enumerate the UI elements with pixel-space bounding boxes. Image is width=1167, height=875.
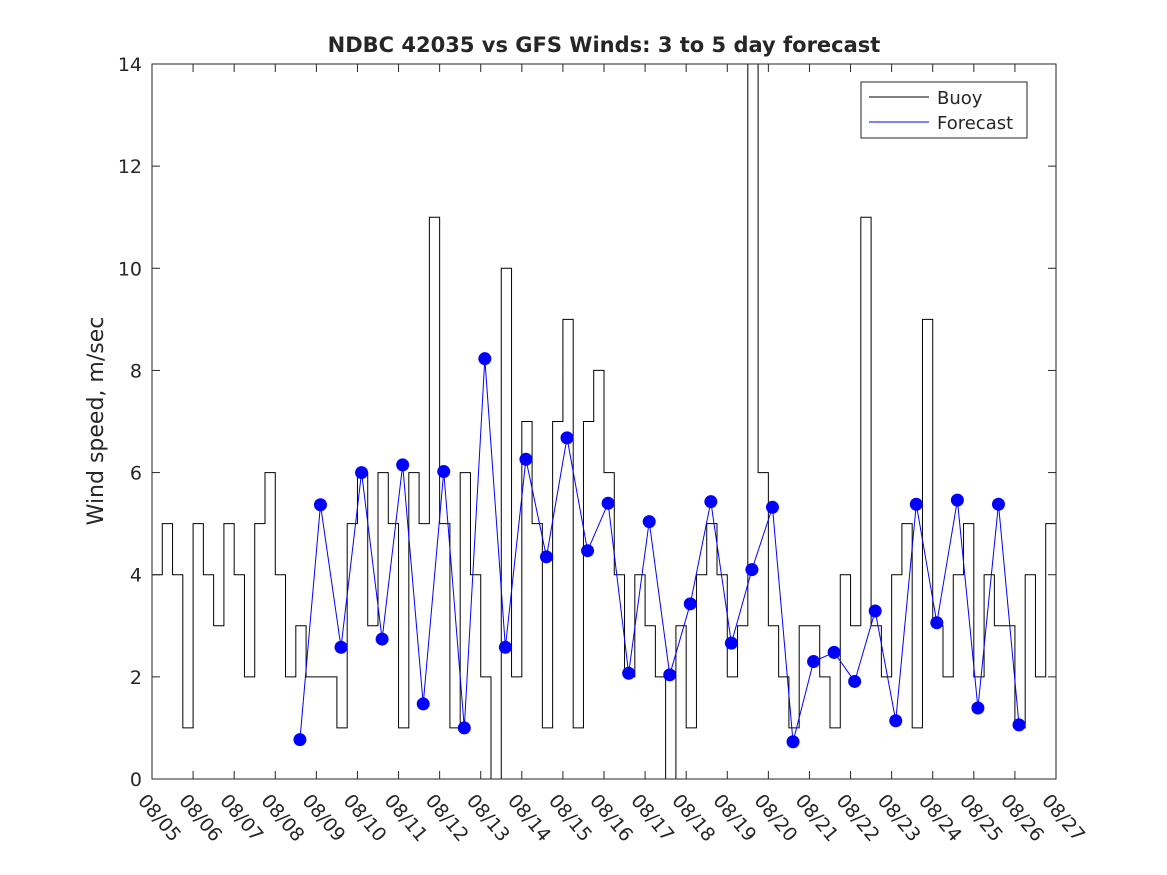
x-tick-label: 08/27 [1037, 790, 1089, 846]
x-tick-label: 08/11 [380, 790, 432, 846]
forecast-point [683, 597, 697, 611]
y-tick-label: 8 [130, 360, 142, 382]
forecast-point [930, 616, 944, 630]
x-tick-label: 08/23 [873, 790, 925, 846]
x-tick-label: 08/25 [955, 790, 1007, 846]
y-tick-label: 12 [118, 156, 142, 178]
buoy-series [152, 63, 1056, 780]
forecast-point [848, 674, 862, 688]
x-tick-label: 08/12 [421, 790, 473, 846]
forecast-point [457, 721, 471, 735]
forecast-point [868, 604, 882, 618]
x-tick-label: 08/19 [708, 790, 760, 846]
forecast-point [519, 452, 533, 466]
forecast-point [560, 431, 574, 445]
forecast-point [313, 498, 327, 512]
x-tick-label: 08/06 [174, 790, 226, 846]
forecast-point [704, 495, 718, 509]
forecast-point [355, 466, 369, 480]
y-tick-label: 10 [118, 258, 142, 280]
forecast-point [663, 668, 677, 682]
forecast-point [1012, 718, 1026, 732]
forecast-point [293, 733, 307, 747]
forecast-series [299, 358, 1020, 742]
forecast-point [416, 697, 430, 711]
x-tick-label: 08/10 [339, 790, 391, 846]
buoy-line [152, 63, 1056, 780]
legend-label-buoy: Buoy [937, 88, 983, 109]
y-axis-label: Wind speed, m/sec [84, 317, 109, 526]
forecast-point [437, 465, 451, 479]
forecast-point [991, 497, 1005, 511]
forecast-point [622, 666, 636, 680]
forecast-point [724, 636, 738, 650]
forecast-point [498, 640, 512, 654]
chart-title: NDBC 42035 vs GFS Winds: 3 to 5 day fore… [328, 33, 881, 57]
x-tick-label: 08/22 [832, 790, 884, 846]
x-tick-label: 08/07 [215, 790, 267, 846]
forecast-point [601, 496, 615, 510]
legend: Buoy Forecast [860, 81, 1028, 139]
legend-box [860, 81, 1028, 139]
forecast-point [334, 640, 348, 654]
forecast-point [765, 500, 779, 514]
x-tick-label: 08/05 [133, 790, 185, 846]
x-tick-label: 08/26 [996, 790, 1048, 846]
forecast-line [299, 358, 1020, 742]
forecast-point [889, 714, 903, 728]
x-tick-label: 08/17 [626, 790, 678, 846]
forecast-point [539, 550, 553, 564]
forecast-markers [293, 352, 1026, 749]
forecast-point [642, 515, 656, 529]
y-tick-label: 14 [118, 54, 142, 76]
x-tick-label: 08/20 [750, 790, 802, 846]
forecast-point [786, 735, 800, 749]
forecast-point [581, 544, 595, 558]
x-tick-label: 08/08 [256, 790, 308, 846]
forecast-point [971, 701, 985, 715]
y-tick-label: 6 [130, 463, 142, 485]
x-tick-label: 08/18 [667, 790, 719, 846]
legend-label-forecast: Forecast [937, 113, 1013, 134]
forecast-point [396, 458, 410, 472]
forecast-point [827, 645, 841, 659]
forecast-point [745, 563, 759, 577]
y-tick-label: 4 [130, 565, 142, 587]
x-tick-label: 08/16 [585, 790, 637, 846]
forecast-point [807, 655, 821, 669]
y-tick-label: 0 [130, 769, 142, 791]
x-tick-label: 08/15 [544, 790, 596, 846]
x-tick-label: 08/21 [791, 790, 843, 846]
x-tick-label: 08/13 [462, 790, 514, 846]
x-tick-label: 08/09 [298, 790, 350, 846]
x-tick-label: 08/24 [914, 790, 966, 846]
x-tick-label: 08/14 [503, 790, 555, 846]
forecast-point [950, 493, 964, 507]
forecast-point [478, 352, 492, 366]
forecast-point [375, 632, 389, 646]
forecast-point [909, 497, 923, 511]
y-axis-ticks: 0 2 4 6 8 10 12 14 [118, 54, 1056, 791]
y-tick-label: 2 [130, 667, 142, 689]
